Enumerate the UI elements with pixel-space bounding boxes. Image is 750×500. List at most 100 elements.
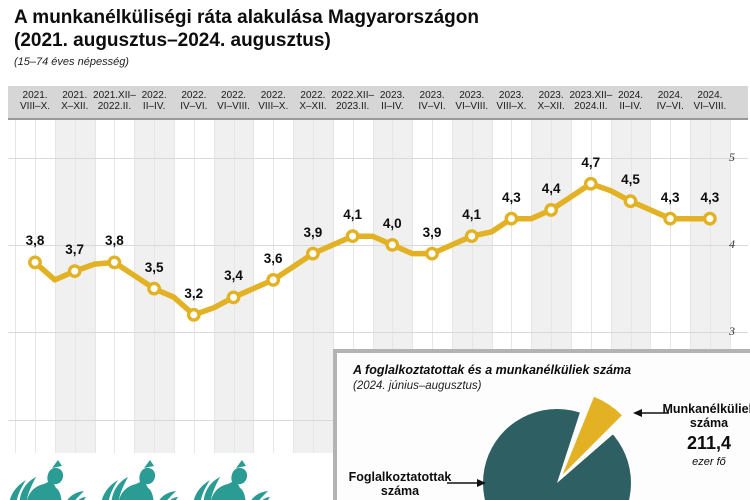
axis-period-label: 2022. II–IV. xyxy=(141,89,167,113)
vertical-gridline xyxy=(193,120,195,453)
inset-pie-panel: A foglalkoztatottak és a munkanélküliek … xyxy=(333,349,750,500)
vertical-gridline xyxy=(332,120,334,453)
employed-label-line1: Foglalkoztatottak xyxy=(348,470,452,484)
vertical-gridline xyxy=(709,120,711,453)
vertical-gridline xyxy=(471,120,473,453)
axis-period-label: 2024. IV–VI. xyxy=(656,89,684,113)
employment-pie-chart xyxy=(447,396,669,500)
data-value-label: 4,4 xyxy=(541,180,561,196)
unemployed-label-line1: Munkanélküliek xyxy=(662,402,750,416)
vertical-gridline xyxy=(392,120,394,453)
axis-period-label: 2021.XII– 2022.II. xyxy=(93,89,136,113)
y-axis-tick-label: 4 xyxy=(729,236,735,251)
data-point-marker xyxy=(107,255,122,270)
vertical-gridline xyxy=(312,120,314,453)
data-point-marker xyxy=(504,211,519,226)
data-value-label: 3,8 xyxy=(25,233,45,249)
data-value-label: 4,1 xyxy=(343,207,362,223)
vertical-gridline xyxy=(35,120,37,453)
rate-line xyxy=(32,180,713,318)
arrow-left-icon xyxy=(633,409,669,417)
axis-period-label: 2023. X–XII. xyxy=(537,89,565,113)
data-value-label: 4,1 xyxy=(462,207,482,223)
data-point-marker xyxy=(67,264,82,279)
data-point-marker xyxy=(425,246,439,261)
vertical-gridline xyxy=(15,120,17,453)
axis-period-label: 2022. VI–VIII. xyxy=(217,89,250,113)
page-title-line2: (2021. augusztus–2024. augusztus) xyxy=(14,30,331,51)
axis-period-label: 2023. IV–VI. xyxy=(418,89,446,113)
vertical-gridline xyxy=(670,120,672,453)
vertical-gridline xyxy=(491,120,493,453)
vertical-gridline xyxy=(650,120,652,453)
vertical-gridline xyxy=(590,120,592,453)
vertical-gridline xyxy=(134,120,136,453)
axis-period-label: 2023. VI–VIII. xyxy=(455,89,489,113)
unemployed-slice-label: Munkanélküliek száma 211,4 ezer fő xyxy=(659,402,750,468)
data-point-marker xyxy=(703,211,717,226)
vertical-gridline xyxy=(372,120,374,453)
inset-subtitle: (2024. június–augusztus) xyxy=(353,380,482,392)
vertical-gridline xyxy=(630,120,632,453)
data-value-label: 3,9 xyxy=(303,224,323,240)
employed-slice-label: Foglalkoztatottak száma xyxy=(347,470,453,498)
data-point-marker xyxy=(266,272,281,287)
data-value-label: 3,2 xyxy=(184,285,204,301)
data-value-label: 4,3 xyxy=(660,189,680,205)
data-point-marker xyxy=(147,281,162,296)
vertical-gridline xyxy=(412,120,414,453)
y-axis-tick-label: 5 xyxy=(729,149,735,164)
page-title-line1: A munkanélküliségi ráta alakulása Magyar… xyxy=(14,7,479,28)
horizontal-gridline xyxy=(8,244,748,246)
worker-icon xyxy=(8,460,86,500)
vertical-gridline xyxy=(551,120,553,453)
unemployed-value: 211,4 xyxy=(686,433,732,453)
vertical-gridline xyxy=(610,120,612,453)
vertical-gridline xyxy=(114,120,116,453)
vertical-gridline xyxy=(352,120,354,453)
axis-period-label: 2022.XII– 2023.II. xyxy=(331,89,375,113)
data-value-label: 3,7 xyxy=(65,242,85,258)
data-point-marker xyxy=(28,255,42,270)
vertical-gridline xyxy=(571,120,572,453)
plot-column-stripe xyxy=(54,120,95,453)
data-point-marker xyxy=(345,229,360,244)
data-point-marker xyxy=(663,211,678,226)
vertical-gridline xyxy=(432,120,434,453)
data-value-label: 3,6 xyxy=(263,250,283,266)
x-axis-header-bar: 2021. VIII–X. 2021. X–XII. 2021.XII– 2022.II.… xyxy=(8,86,748,120)
data-point-marker xyxy=(226,290,241,305)
data-value-label: 4,0 xyxy=(382,215,402,231)
vertical-gridline xyxy=(451,120,453,453)
data-point-marker xyxy=(305,246,320,261)
data-value-label: 4,7 xyxy=(581,154,601,170)
vertical-gridline xyxy=(690,120,692,453)
vertical-gridline xyxy=(729,120,731,453)
data-point-marker xyxy=(385,237,400,252)
horizontal-gridline xyxy=(8,157,748,159)
data-value-label: 3,5 xyxy=(144,259,164,275)
axis-period-label: 2023. II–IV. xyxy=(379,89,405,113)
data-point-marker xyxy=(544,203,558,217)
axis-period-label: 2021. VIII–X. xyxy=(20,89,51,113)
data-value-label: 3,8 xyxy=(105,233,124,249)
vertical-gridline xyxy=(213,120,215,453)
vertical-gridline xyxy=(94,120,96,453)
data-value-label: 4,5 xyxy=(621,172,640,188)
unemployed-unit: ezer fő xyxy=(692,456,726,468)
horizontal-gridline xyxy=(8,332,748,334)
axis-period-label: 2022. X–XII. xyxy=(299,89,327,113)
axis-period-label: 2021. X–XII. xyxy=(61,89,89,113)
axis-period-label: 2022. IV–VI. xyxy=(180,89,208,113)
title-block: A munkanélküliségi ráta alakulása Magyar… xyxy=(14,6,479,68)
data-value-label: 4,3 xyxy=(700,189,720,205)
axis-period-label: 2024. VI–VIII. xyxy=(693,89,727,113)
data-value-label: 3,9 xyxy=(422,224,442,240)
unemployed-label-line2: száma xyxy=(689,416,729,430)
employed-label-line2: száma xyxy=(380,484,420,498)
axis-period-label: 2022. VIII–X. xyxy=(258,89,289,113)
axis-period-label: 2023.XII– 2024.II. xyxy=(569,89,613,113)
vertical-gridline xyxy=(293,120,295,453)
axis-period-label: 2023. VIII–X. xyxy=(496,89,527,113)
